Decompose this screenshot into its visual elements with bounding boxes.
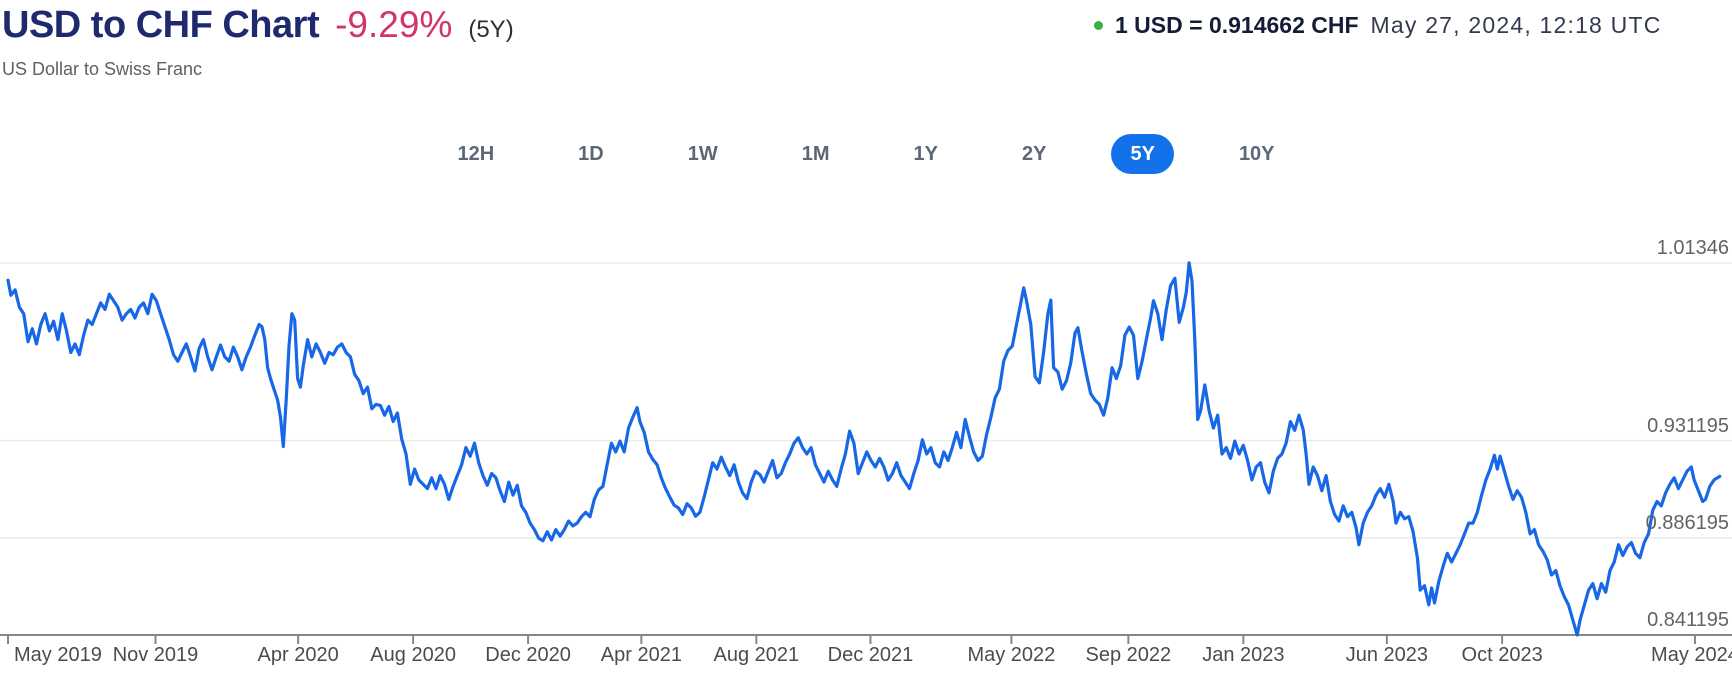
range-button-2y[interactable]: 2Y <box>1003 134 1065 174</box>
range-button-5y[interactable]: 5Y <box>1111 134 1174 174</box>
x-axis-label: Jun 2023 <box>1345 644 1428 666</box>
x-axis-label: May 2022 <box>967 644 1056 666</box>
range-note: (5Y) <box>468 16 514 43</box>
y-axis-label: 1.01346 <box>1656 237 1729 259</box>
range-selector: 12H 1D 1W 1M 1Y 2Y 5Y 10Y <box>0 134 1732 174</box>
x-axis-label: Aug 2021 <box>713 644 800 666</box>
x-axis-label: Aug 2020 <box>370 644 456 666</box>
range-button-1m[interactable]: 1M <box>783 134 849 174</box>
x-axis-label: Dec 2020 <box>485 644 571 666</box>
change-percent: -9.29% <box>335 4 453 45</box>
chart-header: USD to CHF Chart -9.29% (5Y) US Dollar t… <box>2 4 514 80</box>
x-axis-label: Jan 2023 <box>1202 644 1285 666</box>
price-line[interactable] <box>6 261 1722 637</box>
pair-subtitle: US Dollar to Swiss Franc <box>2 59 203 79</box>
quote-timestamp: May 27, 2024, 12:18 UTC <box>1370 12 1662 38</box>
live-quote: 1 USD = 0.914662 CHF May 27, 2024, 12:18… <box>1094 12 1662 39</box>
title-row: USD to CHF Chart -9.29% (5Y) <box>2 4 514 47</box>
x-axis-label: May 2024 <box>1651 644 1732 666</box>
y-axis-label: 0.841195 <box>1647 609 1729 631</box>
quote-rate: 1 USD = 0.914662 CHF <box>1115 12 1359 38</box>
x-axis-label: Nov 2019 <box>112 644 199 666</box>
x-axis-label: Dec 2021 <box>827 644 914 666</box>
y-axis-label: 0.931195 <box>1647 414 1729 437</box>
x-axis-label: Sep 2022 <box>1085 644 1172 666</box>
x-axis-label: Oct 2023 <box>1461 644 1543 666</box>
page-title: USD to CHF Chart <box>2 4 320 46</box>
x-axis-label: May 2019 <box>14 644 102 666</box>
range-button-1w[interactable]: 1W <box>669 134 737 174</box>
live-status-dot-icon <box>1094 21 1103 30</box>
y-axis-label: 0.886195 <box>1645 511 1729 534</box>
range-button-1d[interactable]: 1D <box>559 134 623 174</box>
range-button-1y[interactable]: 1Y <box>895 134 957 174</box>
x-axis-label: Apr 2021 <box>600 644 682 666</box>
x-axis-label: Apr 2020 <box>257 644 339 666</box>
range-button-10y[interactable]: 10Y <box>1220 134 1294 174</box>
range-button-12h[interactable]: 12H <box>438 134 513 174</box>
